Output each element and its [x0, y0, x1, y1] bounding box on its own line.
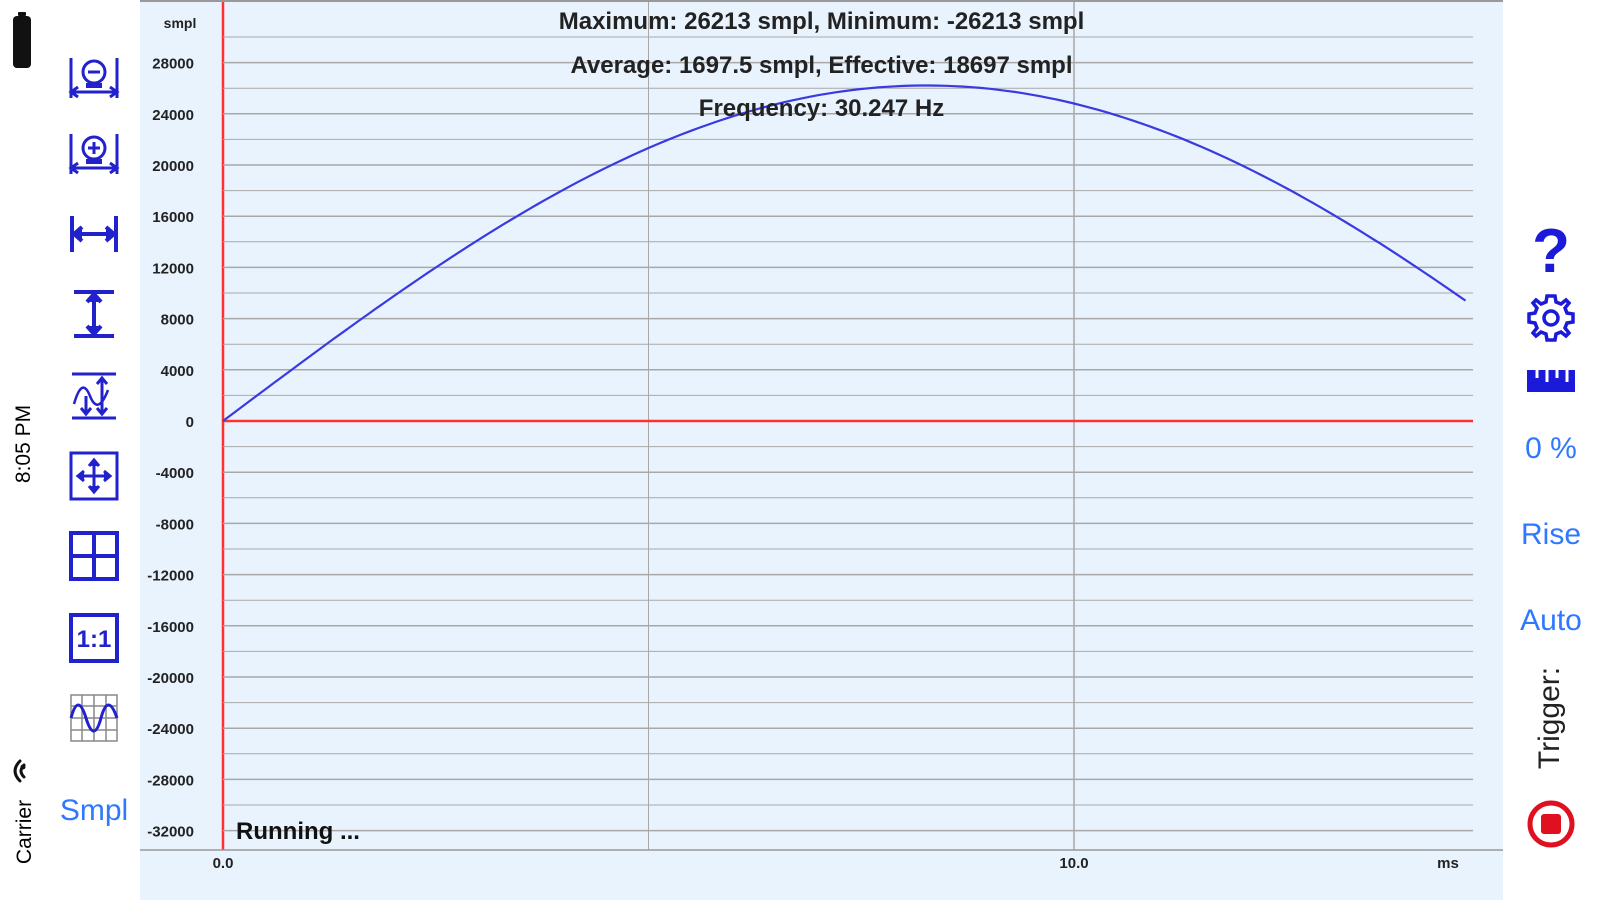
y-tick-label: 20000	[152, 158, 194, 175]
ruler-icon[interactable]	[1525, 366, 1577, 396]
zoom-in-horizontal-icon	[68, 134, 120, 175]
one-to-one-button[interactable]: 1:1	[68, 612, 120, 664]
chart-labels: 28000 24000 20000 16000 12000 8000 4000 0 -4000 -…	[147, 15, 1459, 872]
x-tick-label: 10.0	[1059, 855, 1088, 872]
auto-scale-icon	[72, 372, 116, 420]
y-tick-label: -28000	[147, 772, 194, 789]
y-tick-label: 24000	[152, 107, 194, 124]
y-unit-label: smpl	[164, 15, 197, 31]
fit-horizontal-button[interactable]	[68, 208, 120, 260]
stop-icon[interactable]	[1527, 800, 1575, 848]
grid-icon	[69, 531, 119, 581]
waveform-grid-icon	[69, 694, 119, 742]
trigger-level-button[interactable]: 0 %	[1525, 432, 1577, 465]
fit-vertical-icon	[74, 290, 114, 338]
y-tick-label: -12000	[147, 568, 194, 585]
battery-icon	[13, 12, 31, 68]
waveform-grid-button[interactable]	[68, 692, 120, 744]
y-tick-label: -4000	[156, 465, 194, 482]
waveform-trace	[222, 84, 1467, 422]
y-tick-label: 16000	[152, 209, 194, 226]
auto-scale-button[interactable]	[68, 370, 120, 422]
status-carrier: Carrier	[13, 799, 36, 865]
fit-horizontal-icon	[70, 216, 118, 252]
gear-icon[interactable]	[1525, 292, 1577, 344]
x-tick-label: 0.0	[213, 855, 234, 872]
y-tick-label: 8000	[161, 312, 194, 329]
y-tick-label: 28000	[152, 56, 194, 73]
one-to-one-icon: 1:1	[69, 613, 119, 663]
status-running: Running ...	[236, 818, 360, 845]
x-unit-label: ms	[1437, 855, 1459, 872]
zoom-out-horizontal-button[interactable]	[68, 52, 120, 104]
oscilloscope-plot[interactable]: 28000 24000 20000 16000 12000 8000 4000 0 -4000 -…	[140, 0, 1503, 900]
y-tick-label: -24000	[147, 721, 194, 738]
status-time: 8:05 PM	[12, 404, 35, 484]
y-tick-label: 4000	[161, 363, 194, 380]
chart-trace	[222, 84, 1467, 422]
trigger-label: Trigger:	[1533, 666, 1566, 770]
help-button[interactable]: ?	[1532, 217, 1570, 286]
stats-max-min: Maximum: 26213 smpl, Minimum: -26213 smp…	[558, 8, 1085, 35]
trigger-edge-button[interactable]: Rise	[1520, 518, 1581, 551]
move-button[interactable]	[68, 450, 120, 502]
y-tick-label: -32000	[147, 824, 194, 841]
status-bar: 8:05 PM Carrier	[0, 0, 46, 900]
wifi-icon	[13, 759, 26, 783]
y-tick-label: -20000	[147, 670, 194, 687]
zoom-in-horizontal-button[interactable]	[68, 128, 120, 180]
one-to-one-label: 1:1	[77, 626, 112, 653]
y-tick-label: 12000	[152, 260, 194, 277]
y-tick-label: 0	[186, 414, 194, 431]
waveform-chart[interactable]: 28000 24000 20000 16000 12000 8000 4000 0 -4000 -…	[140, 0, 1503, 900]
left-toolbar: 1:1 Smpl	[46, 0, 140, 900]
stats-average-effective: Average: 1697.5 smpl, Effective: 18697 s…	[570, 52, 1073, 79]
zoom-out-horizontal-icon	[68, 58, 120, 99]
y-tick-label: -16000	[147, 619, 194, 636]
grid-button[interactable]	[68, 530, 120, 582]
fit-vertical-button[interactable]	[68, 288, 120, 340]
stats-frequency: Frequency: 30.247 Hz	[698, 95, 945, 122]
unit-toggle-button[interactable]: Smpl	[59, 794, 129, 827]
y-tick-label: -8000	[156, 516, 194, 533]
trigger-mode-button[interactable]: Auto	[1520, 604, 1582, 637]
right-panel: ? 0 % Rise Auto Trigger:	[1503, 0, 1599, 900]
chart-grid	[140, 0, 1503, 851]
move-icon	[69, 451, 119, 501]
